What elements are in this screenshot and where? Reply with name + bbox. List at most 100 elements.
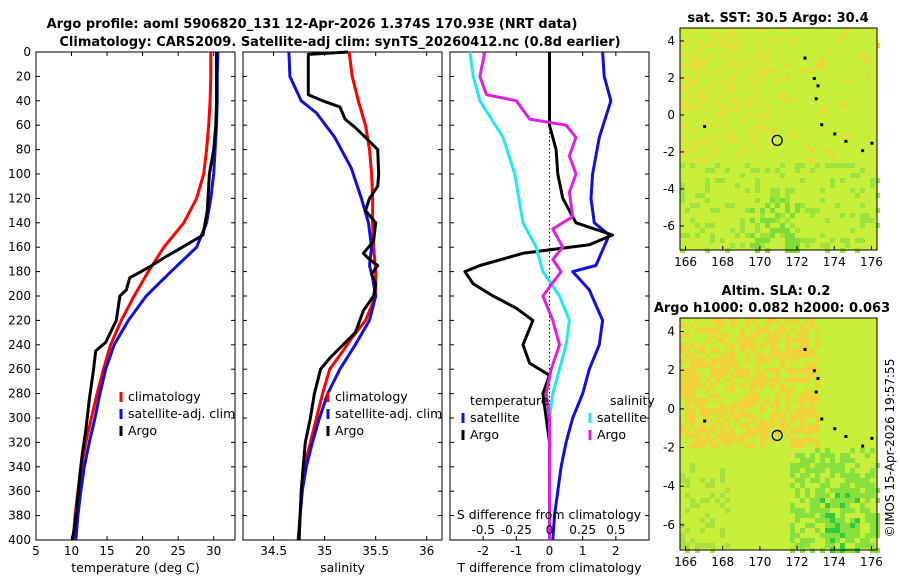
map-cell [840, 238, 845, 243]
map-cell [740, 423, 745, 428]
sla-map-title-1: Altim. SLA: 0.2 [722, 284, 831, 299]
legend-label: Argo [128, 423, 157, 438]
map-cell [720, 493, 725, 498]
legend-label: climatology [335, 389, 408, 404]
map-cell [710, 233, 715, 238]
map-cell [830, 183, 835, 188]
map-cell [740, 58, 745, 63]
map-cell [810, 403, 815, 408]
map-cell [755, 103, 760, 108]
map-cell [785, 403, 790, 408]
map-cell [860, 478, 865, 483]
map-cell [815, 398, 820, 403]
map-cell [810, 503, 815, 508]
map-cell [680, 323, 685, 328]
map-cell [810, 318, 815, 323]
map-cell [720, 318, 725, 323]
map-cell [845, 503, 850, 508]
plot-frame [243, 52, 442, 540]
map-cell [730, 33, 735, 38]
x-tick-label: 30 [206, 544, 221, 558]
map-cell [700, 158, 705, 163]
map-cell [805, 438, 810, 443]
map-cell [810, 478, 815, 483]
map-cell [770, 338, 775, 343]
map-cell [730, 138, 735, 143]
map-cell [740, 243, 745, 248]
y-tick-label: 300 [8, 411, 31, 425]
map-cell [695, 233, 700, 238]
map-cell [765, 133, 770, 138]
map-cell [745, 113, 750, 118]
map-cell [715, 413, 720, 418]
map-cell [695, 363, 700, 368]
map-cell [700, 518, 705, 523]
map-cell [725, 28, 730, 33]
map-cell [855, 238, 860, 243]
map-cell [810, 413, 815, 418]
map-cell [840, 543, 845, 548]
map-cell [755, 178, 760, 183]
map-cell [705, 58, 710, 63]
map-cell [870, 218, 875, 223]
y-tick-label: 340 [8, 460, 31, 474]
map-cell [800, 238, 805, 243]
map-cell [710, 333, 715, 338]
map-cell [765, 168, 770, 173]
map-cell [820, 518, 825, 523]
map-cell [695, 193, 700, 198]
map-cell [755, 383, 760, 388]
map-cell [735, 68, 740, 73]
map-cell [705, 153, 710, 158]
island-marker [815, 390, 818, 393]
x-tick-label: 2 [612, 544, 620, 558]
map-cell [845, 78, 850, 83]
map-cell [825, 533, 830, 538]
map-cell [775, 338, 780, 343]
map-cell [690, 393, 695, 398]
map-cell [820, 508, 825, 513]
map-cell [785, 208, 790, 213]
map-cell [695, 398, 700, 403]
map-cell [760, 218, 765, 223]
map-cell [845, 528, 850, 533]
map-cell [870, 493, 875, 498]
map-cell [685, 433, 690, 438]
map-cell [720, 423, 725, 428]
map-cell [740, 103, 745, 108]
map-cell [805, 338, 810, 343]
y-tick-label: 0 [23, 45, 31, 59]
map-cell [780, 173, 785, 178]
map-cell [840, 513, 845, 518]
map-cell [720, 43, 725, 48]
map-cell [780, 93, 785, 98]
map-cell [795, 508, 800, 513]
island-marker [817, 84, 820, 87]
map-cell [770, 353, 775, 358]
map-cell [775, 403, 780, 408]
map-cell [845, 538, 850, 543]
map-cell [810, 353, 815, 358]
map-cell [805, 458, 810, 463]
map-cell [695, 428, 700, 433]
map-cell [680, 183, 685, 188]
map-cell [820, 513, 825, 518]
map-cell [750, 338, 755, 343]
map-cell [720, 473, 725, 478]
map-cell [680, 233, 685, 238]
map-cell [680, 108, 685, 113]
map-cell [870, 543, 875, 548]
map-cell [785, 318, 790, 323]
map-cell [815, 528, 820, 533]
map-cell [690, 28, 695, 33]
map-cell [725, 63, 730, 68]
map-cell [775, 38, 780, 43]
map-cell [780, 388, 785, 393]
map-cell [740, 368, 745, 373]
map-cell [685, 478, 690, 483]
map-cell [840, 508, 845, 513]
map-cell [765, 58, 770, 63]
map-cell [825, 528, 830, 533]
map-cell [810, 323, 815, 328]
map-cell [785, 198, 790, 203]
